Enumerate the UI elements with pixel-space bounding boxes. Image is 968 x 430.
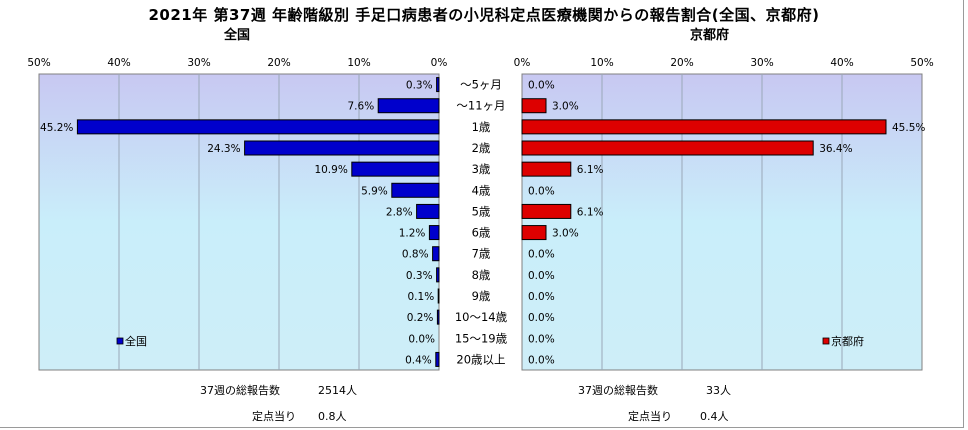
right-panel-subtitle: 京都府 [690, 28, 730, 43]
data-label: 0.4% [405, 354, 432, 366]
bar [351, 161, 440, 177]
category-label: 4歳 [472, 183, 491, 197]
axis-tick-label: 0% [514, 57, 531, 69]
category-label: 15～19歳 [455, 331, 508, 345]
bar [377, 98, 440, 114]
bar [521, 225, 547, 241]
data-label: 0.2% [407, 312, 434, 324]
data-label: 0.0% [528, 185, 555, 197]
bar [428, 225, 440, 241]
category-label: ～11ヶ月 [456, 99, 505, 113]
legend-swatch [822, 337, 830, 345]
data-label: 0.1% [408, 291, 435, 303]
legend-label: 京都府 [831, 334, 864, 348]
data-label: 0.0% [528, 249, 555, 261]
axis-tick-label: 30% [750, 57, 773, 69]
bar [437, 288, 440, 304]
data-label: 45.5% [892, 122, 925, 134]
left-total-value: 2514人 [318, 384, 357, 397]
axis-tick-label: 50% [910, 57, 933, 69]
data-label: 0.0% [528, 354, 555, 366]
data-label: 5.9% [361, 185, 388, 197]
bar [436, 77, 440, 93]
axis-tick-label: 20% [670, 57, 693, 69]
bar [521, 203, 572, 219]
category-label: 2歳 [472, 141, 491, 155]
category-label: 20歳以上 [456, 352, 505, 366]
left-plot-area [38, 73, 440, 371]
bar [436, 309, 440, 325]
right-per-point-value: 0.4人 [700, 410, 729, 423]
axis-tick-label: 40% [107, 57, 130, 69]
axis-tick-label: 50% [27, 57, 50, 69]
left-per-point-label: 定点当り [252, 410, 296, 423]
data-label: 0.0% [408, 333, 435, 345]
bar [521, 161, 572, 177]
data-label: 1.2% [399, 228, 426, 240]
legend-swatch [116, 337, 124, 345]
axis-tick-label: 40% [830, 57, 853, 69]
data-label: 6.1% [577, 164, 604, 176]
data-label: 3.0% [552, 101, 579, 113]
data-label: 0.0% [528, 270, 555, 282]
data-label: 0.0% [528, 291, 555, 303]
bar [391, 182, 440, 198]
category-label: 7歳 [472, 247, 491, 261]
data-label: 0.3% [406, 270, 433, 282]
data-label: 45.2% [40, 122, 73, 134]
category-label: ～5ヶ月 [460, 78, 502, 92]
bar [244, 140, 440, 156]
data-label: 0.0% [528, 80, 555, 92]
left-total-label: 37週の総報告数 [200, 384, 280, 397]
category-label: 3歳 [472, 162, 491, 176]
category-label: 8歳 [472, 268, 491, 282]
category-label: 1歳 [472, 120, 491, 134]
data-label: 3.0% [552, 228, 579, 240]
data-label: 7.6% [348, 101, 375, 113]
data-label: 0.0% [528, 312, 555, 324]
bar [521, 98, 547, 114]
legend-label: 全国 [125, 334, 147, 348]
right-total-label: 37週の総報告数 [578, 384, 658, 397]
data-label: 36.4% [819, 143, 852, 155]
category-label: 5歳 [472, 204, 491, 218]
category-label: 9歳 [472, 289, 491, 303]
bar [76, 119, 440, 135]
chart-title: 2021年 第37週 年齢階級別 手足口病患者の小児科定点医療機関からの報告割合… [148, 6, 820, 24]
bar [416, 203, 440, 219]
category-label: 10～14歳 [455, 310, 508, 324]
data-label: 2.8% [386, 206, 413, 218]
axis-tick-label: 20% [267, 57, 290, 69]
axis-tick-label: 10% [347, 57, 370, 69]
axis-tick-label: 0% [431, 57, 448, 69]
data-label: 0.8% [402, 249, 429, 261]
data-label: 0.3% [406, 80, 433, 92]
right-plot-area [521, 73, 923, 371]
axis-tick-label: 10% [590, 57, 613, 69]
data-label: 0.0% [528, 333, 555, 345]
data-label: 24.3% [207, 143, 240, 155]
data-label: 6.1% [577, 206, 604, 218]
bar [435, 351, 440, 367]
data-label: 10.9% [314, 164, 347, 176]
bar [432, 246, 440, 262]
left-panel-subtitle: 全国 [224, 28, 251, 43]
axis-tick-label: 30% [187, 57, 210, 69]
left-per-point-value: 0.8人 [318, 410, 347, 423]
bar [521, 119, 887, 135]
right-per-point-label: 定点当り [628, 410, 672, 423]
category-label: 6歳 [472, 226, 491, 240]
bar [521, 140, 814, 156]
bar [436, 267, 440, 283]
right-total-value: 33人 [706, 384, 731, 397]
